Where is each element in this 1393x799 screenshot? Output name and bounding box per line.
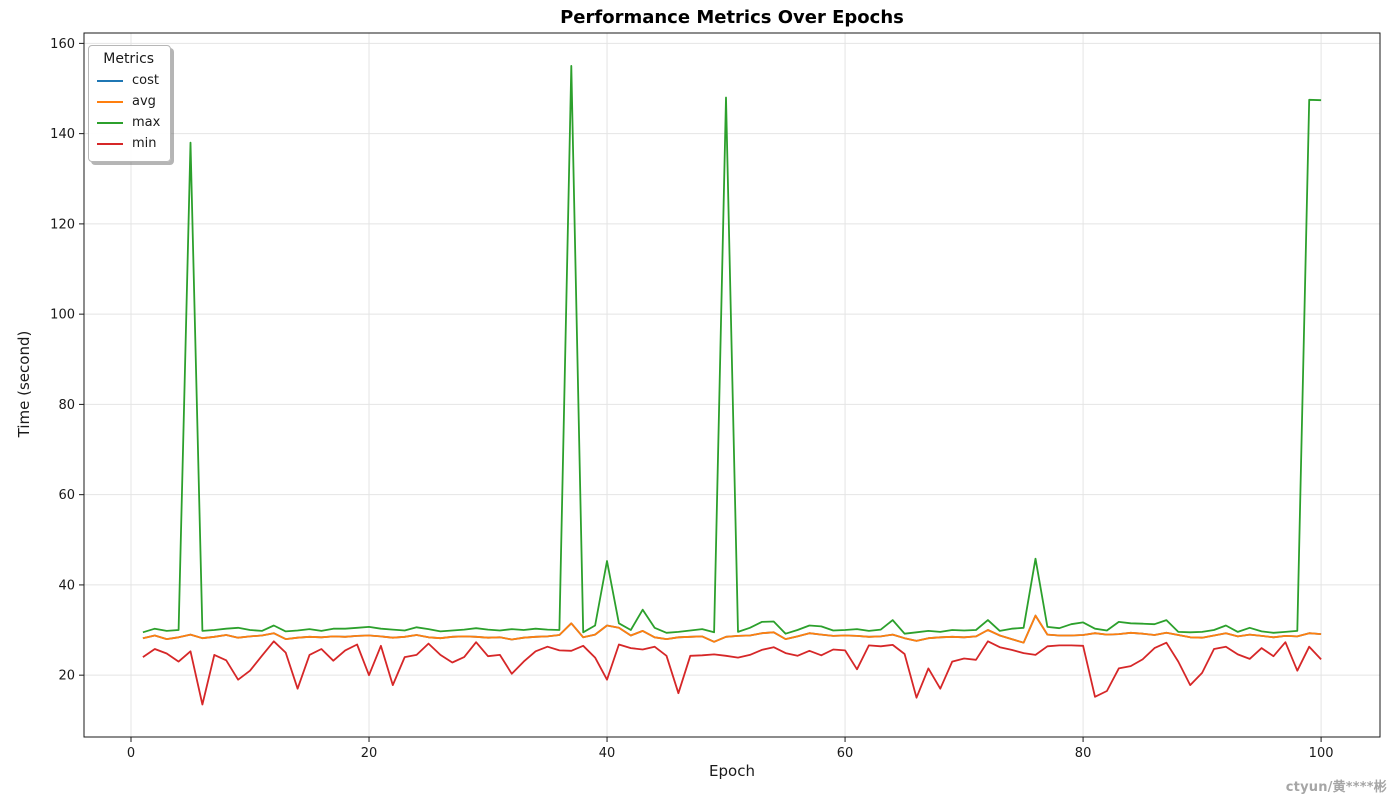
line-max bbox=[142, 65, 1322, 635]
tick-label-y: 160 bbox=[50, 37, 75, 52]
tick-label-y: 60 bbox=[58, 488, 75, 503]
tick-label-x: 0 bbox=[127, 746, 135, 761]
legend-line-swatch bbox=[97, 100, 123, 103]
legend-entry-max: max bbox=[97, 112, 160, 133]
line-cost bbox=[142, 614, 1322, 644]
legend-line-swatch bbox=[97, 142, 123, 145]
tick-label-x: 40 bbox=[599, 746, 616, 761]
tick-label-y: 20 bbox=[58, 669, 75, 684]
chart-title: Performance Metrics Over Epochs bbox=[560, 7, 904, 28]
axes-spines bbox=[83, 32, 1381, 738]
legend-label: min bbox=[132, 136, 157, 151]
legend-title: Metrics bbox=[103, 51, 155, 67]
legend-entry-avg: avg bbox=[97, 91, 160, 112]
watermark: ctyun/黄****彬 bbox=[1285, 780, 1387, 795]
tick-label-y: 80 bbox=[58, 398, 75, 413]
tick-label-x: 20 bbox=[361, 746, 378, 761]
tick-label-y: 40 bbox=[58, 578, 75, 593]
x-axis-label: Epoch bbox=[709, 762, 755, 780]
tick-label-y: 140 bbox=[50, 127, 75, 142]
legend-label: max bbox=[132, 115, 161, 130]
legend-line-swatch bbox=[97, 79, 123, 82]
legend-entry-min: min bbox=[97, 133, 160, 154]
legend-label: cost bbox=[132, 73, 159, 88]
tick-label-x: 80 bbox=[1075, 746, 1092, 761]
tick-label-x: 100 bbox=[1309, 746, 1334, 761]
legend-entry-cost: cost bbox=[97, 70, 160, 91]
tick-label-y: 120 bbox=[50, 217, 75, 232]
tick-label-y: 100 bbox=[50, 308, 75, 323]
legend-label: avg bbox=[132, 94, 156, 109]
legend: Metrics cost avg max min bbox=[88, 45, 172, 162]
line-min bbox=[142, 640, 1322, 706]
line-avg bbox=[142, 614, 1322, 644]
y-axis-label: Time (second) bbox=[15, 330, 33, 438]
legend-line-swatch bbox=[97, 121, 123, 124]
tick-label-x: 60 bbox=[837, 746, 854, 761]
